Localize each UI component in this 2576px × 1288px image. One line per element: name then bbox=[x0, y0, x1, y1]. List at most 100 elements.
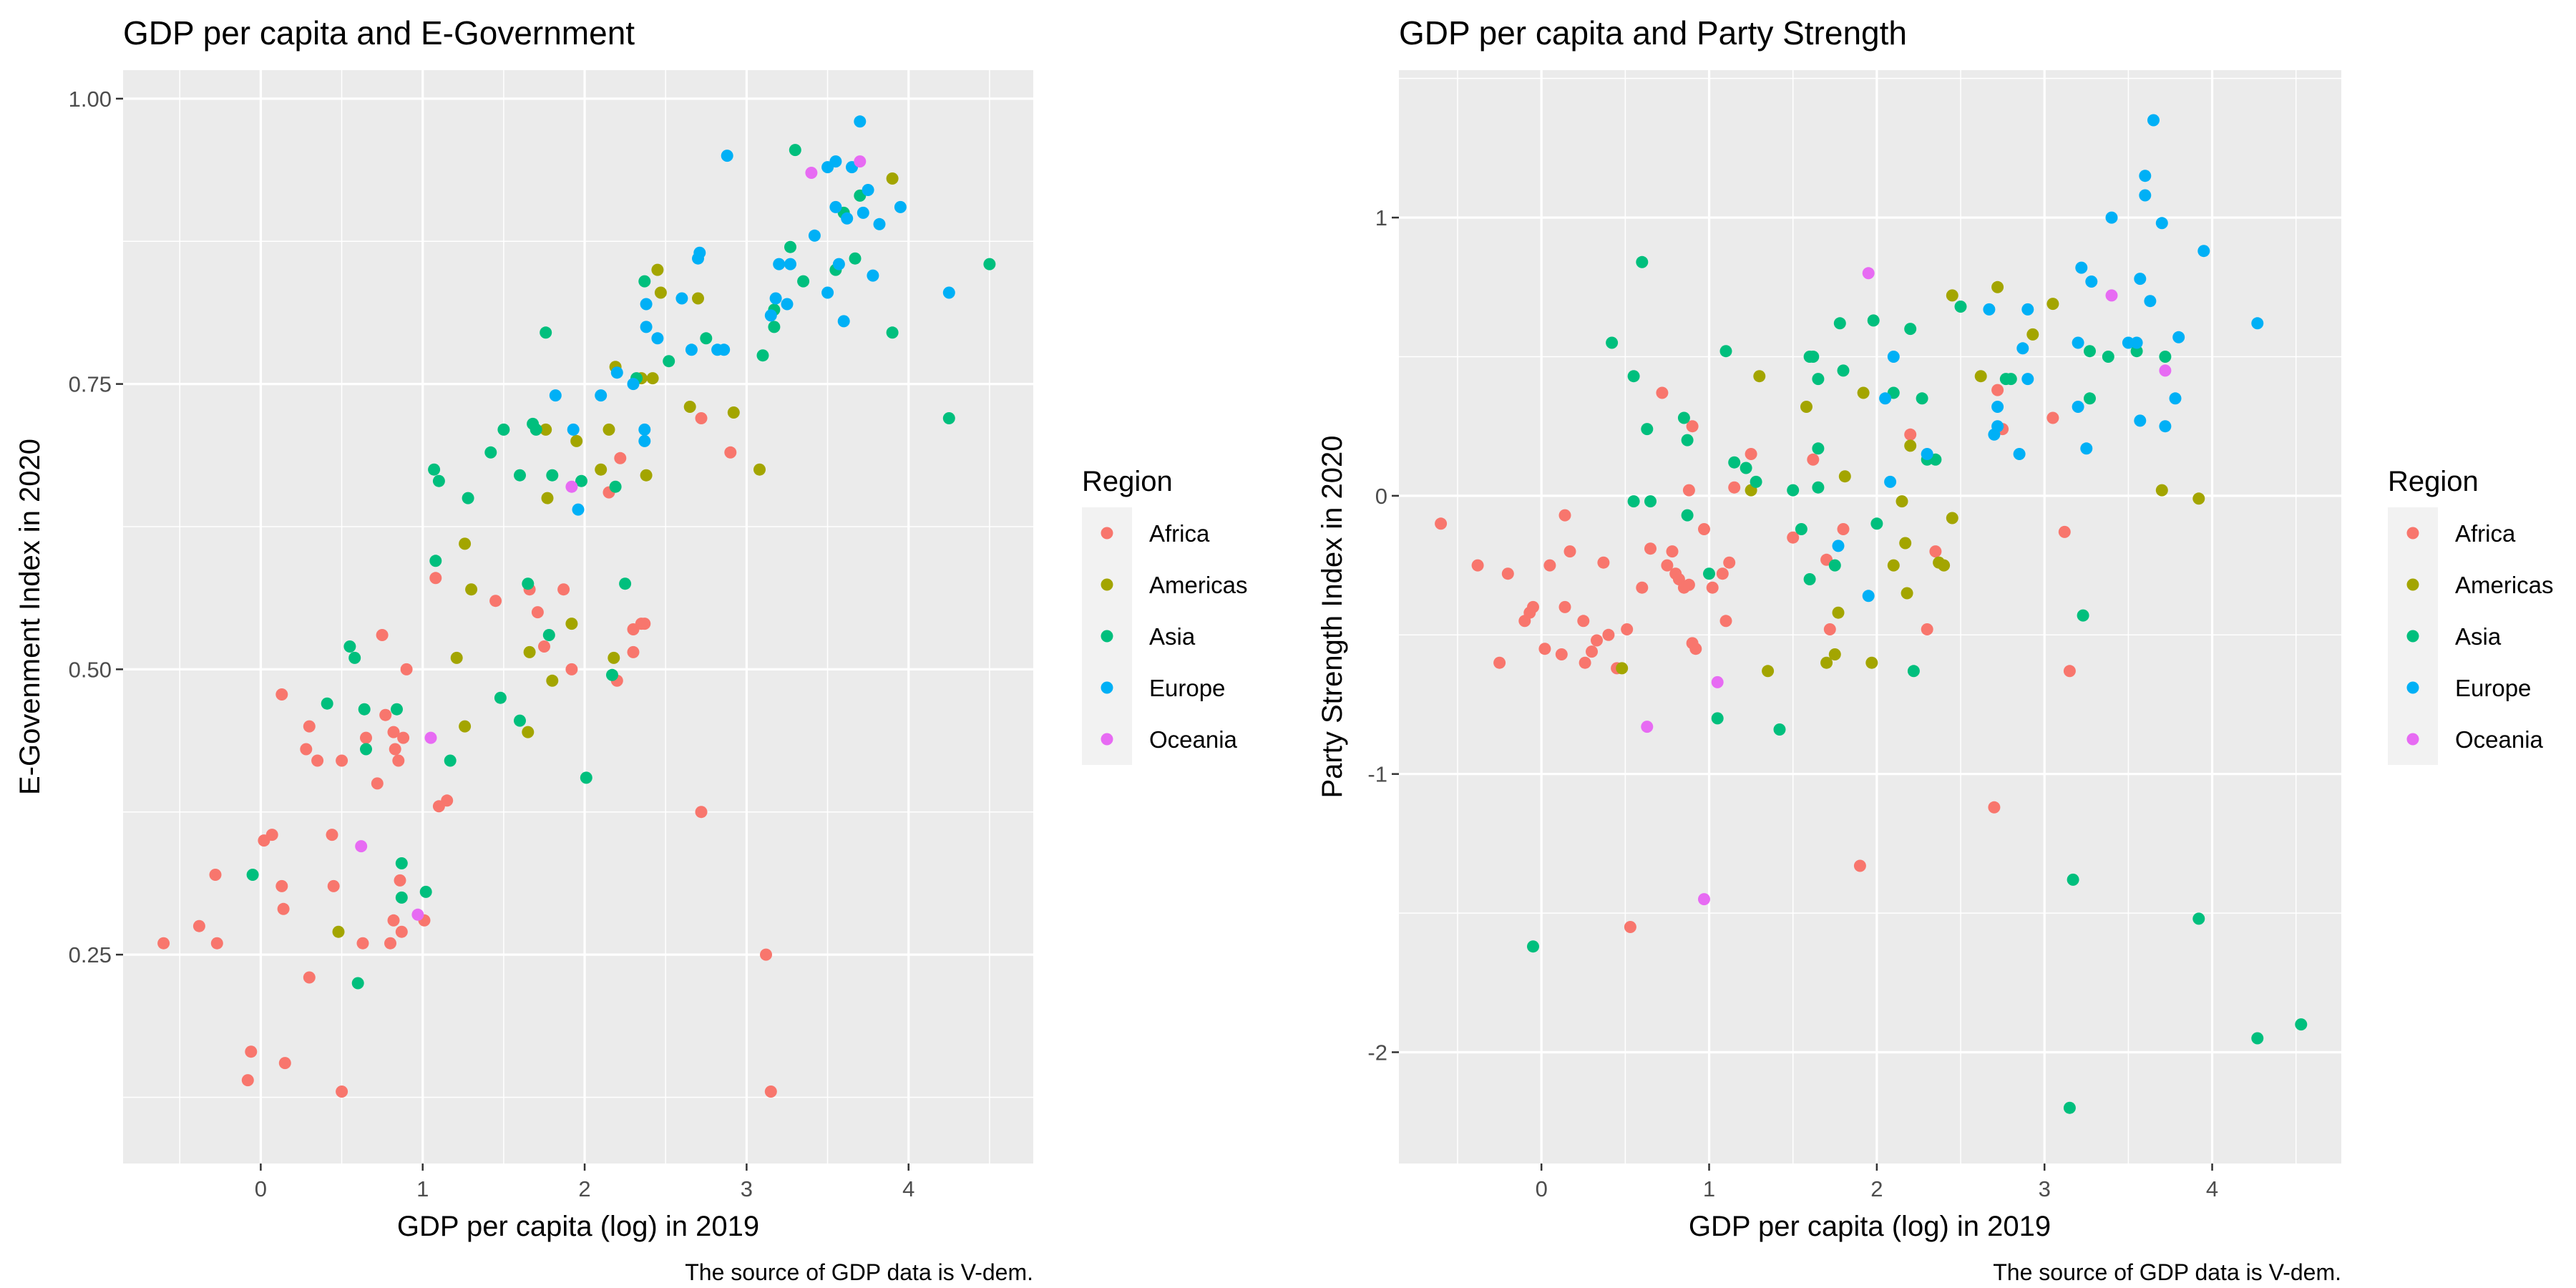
x-axis-title: GDP per capita (log) in 2019 bbox=[397, 1211, 759, 1242]
data-point-asia bbox=[1812, 373, 1825, 386]
data-point-europe bbox=[638, 434, 651, 447]
data-point-africa bbox=[336, 1085, 348, 1098]
data-point-europe bbox=[2085, 275, 2098, 288]
data-point-asia bbox=[2130, 345, 2143, 358]
data-point-europe bbox=[2105, 211, 2118, 224]
chart-party-strength: GDP per capita and Party Strength 1 0 -1 -2… bbox=[1317, 14, 2554, 1285]
data-point-africa bbox=[209, 869, 222, 881]
data-point-asia bbox=[2192, 912, 2205, 925]
data-point-africa bbox=[278, 1057, 291, 1070]
data-point-africa bbox=[1787, 531, 1800, 544]
data-point-americas bbox=[570, 434, 583, 447]
data-point-asia bbox=[789, 144, 801, 157]
data-point-africa bbox=[1555, 648, 1568, 660]
data-point-asia bbox=[1627, 495, 1640, 508]
data-point-europe bbox=[1879, 392, 1892, 405]
data-point-americas bbox=[459, 720, 472, 733]
legend-label: Africa bbox=[1149, 520, 1210, 547]
data-point-africa bbox=[760, 948, 772, 961]
data-point-europe bbox=[549, 389, 562, 402]
chart-caption: The source of GDP data is V-dem. bbox=[685, 1259, 1033, 1285]
legend-key-asia bbox=[2406, 630, 2419, 643]
data-point-oceania bbox=[2105, 289, 2118, 302]
data-point-americas bbox=[465, 583, 478, 596]
data-point-oceania bbox=[1641, 721, 1654, 733]
y-tick-label: 1.00 bbox=[69, 87, 112, 112]
data-point-africa bbox=[392, 754, 405, 767]
legend-title: Region bbox=[2388, 466, 2479, 497]
x-tick-label: 2 bbox=[1870, 1176, 1883, 1201]
data-point-europe bbox=[2139, 170, 2152, 182]
data-point-europe bbox=[2130, 336, 2143, 349]
data-point-africa bbox=[1666, 545, 1679, 558]
legend-key-americas bbox=[1101, 578, 1113, 591]
data-point-africa bbox=[397, 731, 410, 744]
data-point-africa bbox=[614, 452, 627, 464]
data-point-americas bbox=[1938, 559, 1951, 572]
x-tick-label: 4 bbox=[2206, 1176, 2218, 1201]
data-point-europe bbox=[721, 150, 733, 162]
data-point-europe bbox=[675, 292, 688, 305]
data-point-asia bbox=[849, 252, 862, 265]
data-point-europe bbox=[718, 343, 731, 356]
data-point-africa bbox=[1597, 556, 1610, 569]
data-point-europe bbox=[651, 332, 664, 345]
legend-label: Asia bbox=[2455, 623, 2502, 650]
data-point-americas bbox=[565, 618, 578, 630]
data-point-asia bbox=[514, 469, 526, 482]
data-point-europe bbox=[862, 184, 874, 196]
data-point-asia bbox=[756, 349, 769, 362]
data-point-americas bbox=[683, 401, 696, 413]
data-point-americas bbox=[1800, 401, 1813, 413]
data-point-africa bbox=[384, 937, 396, 950]
data-point-americas bbox=[1857, 386, 1870, 399]
data-point-africa bbox=[1579, 656, 1591, 669]
data-point-africa bbox=[1577, 615, 1590, 628]
data-point-europe bbox=[1991, 420, 2004, 433]
y-tick-label: -2 bbox=[1367, 1040, 1387, 1065]
data-point-europe bbox=[2021, 303, 2034, 316]
data-point-asia bbox=[609, 480, 622, 493]
data-point-asia bbox=[1795, 523, 1807, 535]
data-point-europe bbox=[2155, 217, 2168, 230]
data-point-asia bbox=[1904, 323, 1917, 336]
x-axis-ticks: 0 1 2 3 4 bbox=[255, 1163, 914, 1201]
data-point-europe bbox=[2172, 331, 2185, 343]
data-point-asia bbox=[484, 446, 497, 459]
x-tick-label: 0 bbox=[1536, 1176, 1548, 1201]
data-point-africa bbox=[157, 937, 170, 950]
x-tick-label: 4 bbox=[902, 1176, 914, 1201]
data-point-asia bbox=[1870, 517, 1883, 530]
data-point-africa bbox=[1706, 581, 1719, 594]
data-point-europe bbox=[773, 258, 786, 270]
data-point-asia bbox=[428, 463, 441, 476]
data-point-africa bbox=[489, 595, 502, 608]
data-point-asia bbox=[1636, 255, 1649, 268]
data-point-americas bbox=[522, 726, 535, 738]
data-point-americas bbox=[450, 651, 463, 664]
data-point-europe bbox=[685, 343, 698, 356]
data-point-asia bbox=[700, 332, 713, 345]
data-point-europe bbox=[808, 229, 821, 242]
data-point-africa bbox=[400, 663, 413, 675]
data-point-africa bbox=[764, 1085, 777, 1098]
data-point-americas bbox=[523, 645, 536, 658]
data-point-africa bbox=[1543, 559, 1556, 572]
data-point-asia bbox=[1627, 370, 1640, 383]
legend: Region Africa Americas Asia Europe Oceania bbox=[2388, 466, 2554, 765]
data-point-africa bbox=[1493, 656, 1506, 669]
data-point-africa bbox=[1558, 600, 1571, 613]
legend-key-oceania bbox=[2406, 733, 2419, 746]
data-point-asia bbox=[2063, 1101, 2076, 1114]
data-point-africa bbox=[1853, 859, 1866, 872]
data-point-africa bbox=[1745, 448, 1757, 460]
data-point-africa bbox=[303, 971, 316, 984]
data-point-africa bbox=[1558, 509, 1571, 522]
data-point-oceania bbox=[2159, 364, 2172, 377]
data-point-asia bbox=[462, 492, 474, 504]
data-point-africa bbox=[300, 743, 313, 756]
data-point-africa bbox=[1586, 645, 1598, 658]
data-point-africa bbox=[1686, 420, 1699, 433]
data-point-asia bbox=[1812, 481, 1825, 494]
